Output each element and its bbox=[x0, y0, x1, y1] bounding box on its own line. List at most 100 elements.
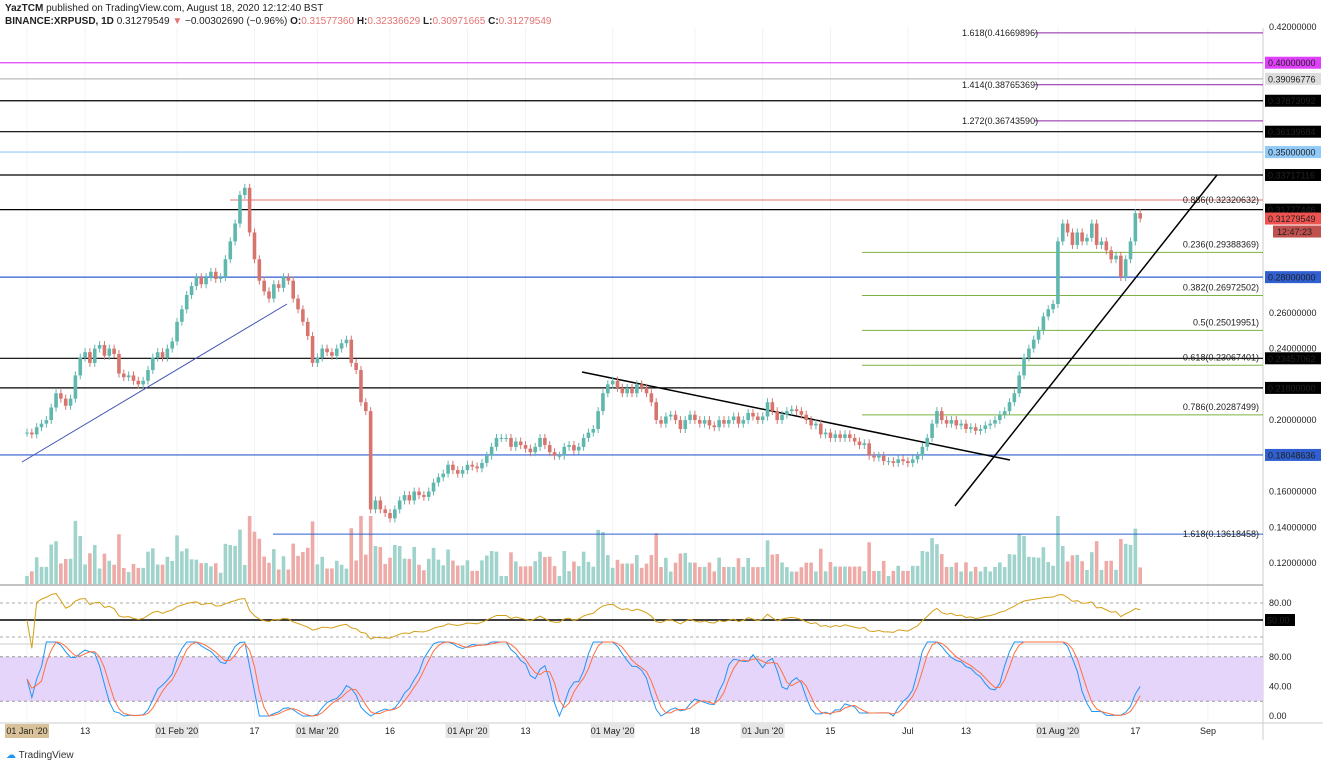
volume-bar bbox=[770, 554, 775, 584]
volume-bar bbox=[678, 553, 683, 584]
volume-bar bbox=[151, 548, 155, 584]
volume-bar bbox=[688, 562, 692, 584]
candle bbox=[272, 284, 276, 299]
x-tick-label: 17 bbox=[1130, 726, 1140, 736]
candle bbox=[465, 464, 470, 471]
x-tick-badge bbox=[155, 724, 200, 738]
candle bbox=[1002, 411, 1007, 415]
candle bbox=[576, 446, 581, 451]
candle bbox=[799, 411, 804, 415]
candle bbox=[901, 459, 905, 462]
candle bbox=[397, 500, 402, 510]
candle bbox=[736, 416, 741, 424]
y-tick-label: 0.16000000 bbox=[1269, 487, 1317, 497]
candle bbox=[727, 420, 731, 424]
candle bbox=[383, 509, 387, 513]
volume-bar bbox=[717, 557, 721, 584]
volume-bar bbox=[373, 546, 378, 584]
candle bbox=[659, 420, 663, 424]
volume-bar bbox=[393, 544, 397, 584]
candle bbox=[610, 380, 615, 385]
volume-bar bbox=[112, 564, 116, 584]
volume-bar bbox=[39, 566, 44, 584]
candle bbox=[431, 482, 436, 492]
candle bbox=[1031, 339, 1036, 349]
volume-bar bbox=[857, 566, 862, 584]
candle bbox=[523, 445, 528, 449]
candle bbox=[359, 370, 363, 403]
candle bbox=[877, 455, 881, 458]
volume-bar bbox=[731, 567, 736, 584]
tradingview-logo[interactable]: ☁ TradingView bbox=[6, 750, 74, 761]
volume-bar bbox=[131, 564, 136, 584]
candle bbox=[688, 414, 692, 421]
candle bbox=[218, 277, 223, 279]
stoch-k-line bbox=[26, 641, 1141, 718]
volume-bar bbox=[567, 571, 571, 584]
candle bbox=[993, 420, 997, 424]
volume-bar bbox=[281, 556, 286, 584]
fib-extension-label: 1.414(0.38765369) bbox=[962, 80, 1038, 90]
candle bbox=[480, 462, 484, 469]
high-value: 0.32336629 bbox=[367, 16, 421, 27]
volume-bar bbox=[228, 544, 233, 584]
candle bbox=[1041, 316, 1046, 331]
candle bbox=[848, 434, 852, 438]
stoch-level-label: 40.00 bbox=[1269, 681, 1292, 691]
price-badge-label: 0.23457062 bbox=[1268, 354, 1316, 364]
candle bbox=[644, 387, 649, 394]
candle bbox=[547, 445, 552, 453]
symbol[interactable]: BINANCE:XRPUSD, 1D bbox=[5, 16, 114, 27]
x-tick-label: 16 bbox=[385, 726, 395, 736]
volume-bar bbox=[1070, 555, 1075, 584]
volume-bar bbox=[310, 521, 315, 584]
volume-bar bbox=[649, 555, 654, 584]
candle bbox=[915, 455, 920, 460]
last-price: 0.31279549 bbox=[116, 16, 170, 27]
candle bbox=[567, 445, 571, 447]
volume-bar bbox=[697, 567, 702, 584]
price-badge bbox=[1265, 168, 1321, 181]
candle bbox=[959, 423, 963, 426]
candle bbox=[533, 446, 537, 453]
volume-bar bbox=[572, 561, 576, 584]
volume-bar bbox=[262, 556, 266, 584]
candle bbox=[412, 491, 416, 501]
volume-bar bbox=[852, 566, 857, 584]
volume-bar bbox=[920, 551, 925, 584]
volume-bar bbox=[489, 551, 494, 584]
candle bbox=[494, 437, 499, 447]
candle bbox=[59, 393, 63, 399]
candle bbox=[528, 448, 533, 453]
y-tick-label: 0.20000000 bbox=[1269, 415, 1317, 425]
candle bbox=[591, 429, 596, 433]
volume-bar bbox=[809, 562, 813, 584]
volume-bar bbox=[243, 564, 247, 584]
volume-bar bbox=[44, 566, 49, 584]
volume-bar bbox=[146, 551, 150, 584]
candle bbox=[373, 500, 378, 510]
candle bbox=[475, 466, 479, 469]
volume-bar bbox=[751, 567, 755, 584]
volume-bar bbox=[349, 528, 354, 584]
candle bbox=[664, 416, 668, 424]
x-tick-label: 01 Jun '20 bbox=[742, 726, 783, 736]
candle bbox=[470, 464, 475, 467]
volume-bar bbox=[654, 533, 658, 584]
price-badge bbox=[1265, 146, 1321, 159]
candle bbox=[296, 298, 300, 310]
volume-bar bbox=[325, 568, 329, 584]
volume-bar bbox=[760, 567, 765, 584]
price-badge-label: 0.18048636 bbox=[1268, 450, 1316, 460]
volume-bar bbox=[741, 566, 746, 584]
candle bbox=[596, 411, 600, 429]
candle bbox=[276, 284, 281, 288]
volume-bar bbox=[668, 571, 673, 584]
candle bbox=[818, 423, 823, 435]
price-badge-label: 0.33717116 bbox=[1268, 170, 1315, 180]
volume-bar bbox=[194, 559, 199, 584]
volume-bar bbox=[499, 576, 504, 584]
volume-bar bbox=[615, 559, 620, 584]
candle bbox=[184, 295, 189, 310]
